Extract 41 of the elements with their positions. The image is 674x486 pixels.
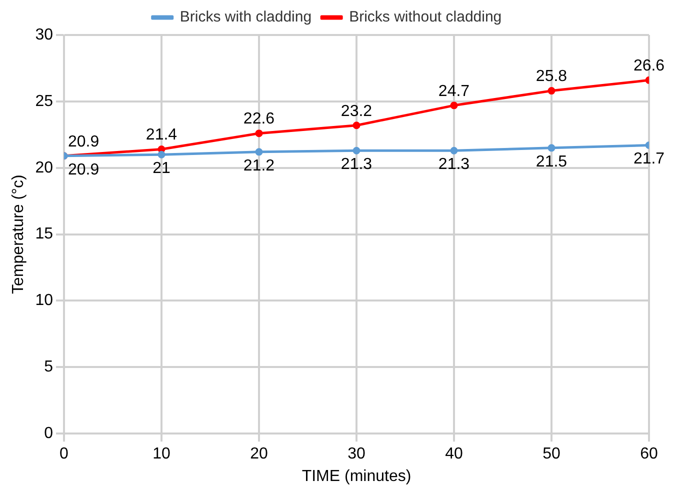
x-tick-label: 20 bbox=[250, 446, 268, 463]
point bbox=[255, 148, 263, 156]
y-tick-label: 10 bbox=[35, 292, 54, 310]
x-tick-label: 40 bbox=[445, 446, 463, 463]
data-label: 21.7 bbox=[633, 150, 665, 168]
data-label: 20.9 bbox=[68, 161, 100, 178]
data-label: 23.2 bbox=[340, 102, 372, 120]
x-axis-title: TIME (minutes) bbox=[302, 468, 412, 485]
x-tick-label: 0 bbox=[60, 446, 69, 463]
point bbox=[548, 144, 556, 152]
point bbox=[158, 150, 166, 158]
y-tick-label: 0 bbox=[44, 425, 54, 442]
y-tick-label: 30 bbox=[35, 26, 54, 44]
y-tick-label: 15 bbox=[35, 226, 54, 243]
legend-label: Bricks without cladding bbox=[349, 8, 502, 26]
data-label: 21 bbox=[152, 160, 170, 177]
point bbox=[450, 146, 458, 154]
legend-label: Bricks with cladding bbox=[180, 8, 312, 26]
point bbox=[450, 102, 458, 110]
y-tick-label: 20 bbox=[35, 159, 54, 176]
x-tick-label: 60 bbox=[640, 446, 658, 463]
y-tick-label: 5 bbox=[44, 358, 54, 376]
data-label: 22.6 bbox=[243, 110, 275, 128]
data-label: 20.9 bbox=[68, 133, 100, 150]
data-label: 21.3 bbox=[438, 156, 470, 173]
y-tick-label: 25 bbox=[35, 92, 54, 110]
point bbox=[548, 87, 556, 95]
x-tick-label: 10 bbox=[152, 446, 170, 463]
data-label: 26.6 bbox=[633, 58, 665, 75]
data-label: 21.3 bbox=[340, 156, 372, 173]
y-axis-title: Temperature (°c) bbox=[10, 174, 28, 294]
point bbox=[352, 122, 360, 130]
data-label: 24.7 bbox=[438, 82, 470, 100]
data-label: 21.4 bbox=[146, 126, 178, 144]
data-label: 25.8 bbox=[536, 68, 568, 86]
data-label: 21.5 bbox=[536, 153, 568, 170]
x-tick-label: 50 bbox=[542, 446, 560, 463]
data-label: 21.2 bbox=[243, 157, 275, 174]
point bbox=[255, 130, 263, 138]
point bbox=[352, 146, 360, 154]
x-tick-label: 30 bbox=[348, 446, 366, 463]
